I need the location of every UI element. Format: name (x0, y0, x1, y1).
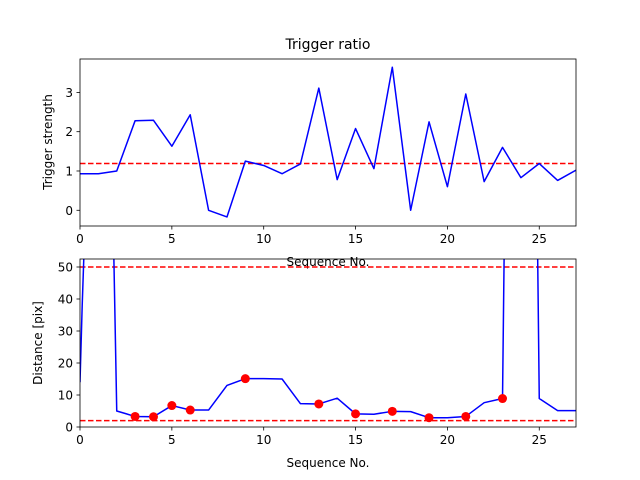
bottom-marker-point-3 (185, 405, 195, 415)
bottom-xtick-label-15: 15 (348, 433, 363, 447)
bottom-marker-point-6 (351, 409, 361, 419)
bottom-marker-point-2 (167, 401, 177, 411)
top-xtick-label-5: 5 (168, 232, 176, 246)
top-chart-title: Trigger ratio (284, 37, 370, 53)
bottom-ytick-label-0: 0 (65, 421, 73, 435)
bottom-ytick-label-50: 50 (58, 261, 73, 275)
top-xtick-label-15: 15 (348, 232, 363, 246)
top-chart-ylabel: Trigger strength (41, 94, 55, 191)
top-chart: Trigger ratio 0 5 10 15 20 25 0 1 2 3 Sequence No… (41, 37, 577, 269)
top-clipped-content (80, 66, 576, 218)
bottom-marker-point-4 (240, 374, 250, 384)
bottom-marker-point-1 (148, 412, 158, 422)
top-xtick-label-10: 10 (256, 232, 271, 246)
bottom-chart-ylabel: Distance [pix] (31, 301, 45, 385)
bottom-chart-xlabel: Sequence No. (287, 456, 370, 470)
top-ytick-label-0: 0 (65, 204, 73, 218)
bottom-xtick-label-20: 20 (440, 433, 455, 447)
top-xtick-label-25: 25 (532, 232, 547, 246)
bottom-marker-point-5 (314, 399, 324, 409)
top-chart-xlabel: Sequence No. (287, 255, 370, 269)
bottom-xtick-label-25: 25 (532, 433, 547, 447)
bottom-axes-frame (79, 258, 577, 428)
top-axes-frame (79, 58, 577, 227)
top-series-line-0 (80, 66, 576, 218)
bottom-ytick-label-30: 30 (58, 325, 73, 339)
top-ytick-label-3: 3 (65, 86, 73, 100)
bottom-xtick-label-5: 5 (168, 433, 176, 447)
bottom-xtick-label-10: 10 (256, 433, 271, 447)
top-chart-plot-area: 0 5 10 15 20 25 0 1 2 3 (65, 58, 577, 246)
bottom-marker-point-10 (498, 394, 508, 404)
top-xtick-label-20: 20 (440, 232, 455, 246)
bottom-marker-point-7 (387, 406, 397, 416)
top-ytick-label-2: 2 (65, 125, 73, 139)
top-xtick-label-0: 0 (76, 232, 84, 246)
bottom-chart: 0 5 10 15 20 25 0 10 20 30 40 50 Sequence No. Dista… (31, 258, 577, 470)
bottom-marker-point-0 (130, 411, 140, 421)
bottom-xtick-label-0: 0 (76, 433, 84, 447)
bottom-clipped-content (80, 259, 576, 423)
bottom-marker-point-9 (461, 411, 471, 421)
bottom-marker-point-8 (424, 413, 434, 423)
bottom-ytick-label-10: 10 (58, 389, 73, 403)
bottom-ytick-label-40: 40 (58, 293, 73, 307)
top-ytick-label-1: 1 (65, 164, 73, 178)
bottom-chart-plot-area: 0 5 10 15 20 25 0 10 20 30 40 50 (58, 258, 577, 447)
bottom-ytick-label-20: 20 (58, 357, 73, 371)
